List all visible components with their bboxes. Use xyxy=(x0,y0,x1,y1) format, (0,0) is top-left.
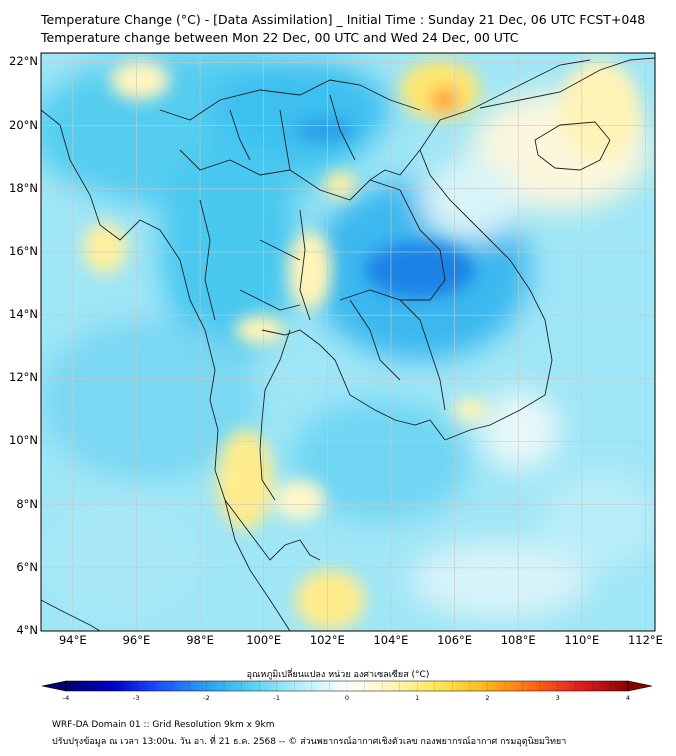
footer-line1: WRF-DA Domain 01 :: Grid Resolution 9km … xyxy=(52,720,275,730)
colorbar-tick-label: -4 xyxy=(62,694,70,702)
colorbar-min-extend xyxy=(41,680,67,692)
lon-label: 102°E xyxy=(309,633,345,647)
graticule xyxy=(41,53,655,631)
lat-label: 16°N xyxy=(9,243,38,258)
coastlines-and-borders xyxy=(41,57,655,631)
lat-label: 12°N xyxy=(9,370,38,385)
lon-label: 106°E xyxy=(437,633,473,647)
footer-line2: ปรับปรุงข้อมูล ณ เวลา 13:00น. วัน อา. ที… xyxy=(52,737,567,747)
lat-label: 14°N xyxy=(9,307,38,322)
colorbar-tick-label: -3 xyxy=(133,694,140,702)
lat-label: 22°N xyxy=(9,54,38,69)
colorbar-tick-label: 2 xyxy=(485,694,490,702)
colorbar-tick-label: -2 xyxy=(203,694,210,702)
colorbar-tick-label: 4 xyxy=(625,694,631,702)
map-frame xyxy=(40,52,656,632)
lon-label: 96°E xyxy=(122,633,151,647)
colorbar-max-extend xyxy=(627,680,653,692)
lon-label: 100°E xyxy=(246,633,282,647)
map-title-line2: Temperature change between Mon 22 Dec, 0… xyxy=(41,30,519,45)
temperature-change-map xyxy=(40,52,656,692)
lat-label: 8°N xyxy=(16,496,38,511)
colorbar-tick-label: -1 xyxy=(273,694,280,702)
lon-label: 98°E xyxy=(186,633,214,647)
lat-label: 10°N xyxy=(9,433,38,448)
temperature-field xyxy=(41,53,655,631)
lon-label: 108°E xyxy=(500,633,536,647)
lon-label: 112°E xyxy=(627,633,663,647)
lat-label: 6°N xyxy=(16,559,38,574)
colorbar-tick-label: 1 xyxy=(415,694,420,702)
lat-label: 18°N xyxy=(9,180,38,195)
lat-label: 4°N xyxy=(16,623,38,637)
colorbar xyxy=(41,680,653,692)
lon-label: 104°E xyxy=(373,633,409,647)
map-title-line1: Temperature Change (°C) - [Data Assimila… xyxy=(41,12,646,27)
colorbar-label: อุณหภูมิเปลี่ยนแปลง หน่วย องศาเซลเซียส (… xyxy=(246,670,430,680)
lon-label: 110°E xyxy=(564,633,600,647)
colorbar-tick-label: 0 xyxy=(344,694,350,702)
colorbar-tick-label: 3 xyxy=(555,694,560,702)
lat-label: 20°N xyxy=(9,117,38,132)
lon-label: 94°E xyxy=(58,633,87,647)
